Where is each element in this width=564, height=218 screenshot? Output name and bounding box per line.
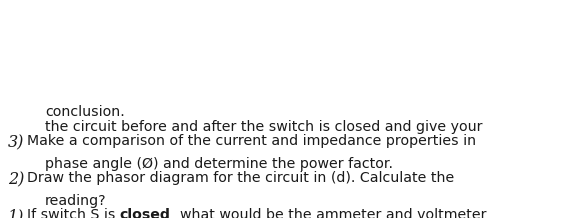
- Text: reading?: reading?: [45, 194, 107, 208]
- Text: phase angle (Ø) and determine the power factor.: phase angle (Ø) and determine the power …: [45, 157, 393, 170]
- Text: the circuit before and after the switch is closed and give your: the circuit before and after the switch …: [45, 119, 482, 133]
- Text: 2): 2): [8, 171, 24, 188]
- Text: 3): 3): [8, 134, 24, 151]
- Text: 1): 1): [8, 208, 24, 218]
- Text: conclusion.: conclusion.: [45, 105, 125, 119]
- Text: If switch S is: If switch S is: [27, 208, 120, 218]
- Text: Make a comparison of the current and impedance properties in: Make a comparison of the current and imp…: [27, 134, 476, 148]
- Text: closed: closed: [120, 208, 171, 218]
- Text: , what would be the ammeter and voltmeter: , what would be the ammeter and voltmete…: [171, 208, 486, 218]
- Text: Draw the phasor diagram for the circuit in (d). Calculate the: Draw the phasor diagram for the circuit …: [27, 171, 454, 185]
